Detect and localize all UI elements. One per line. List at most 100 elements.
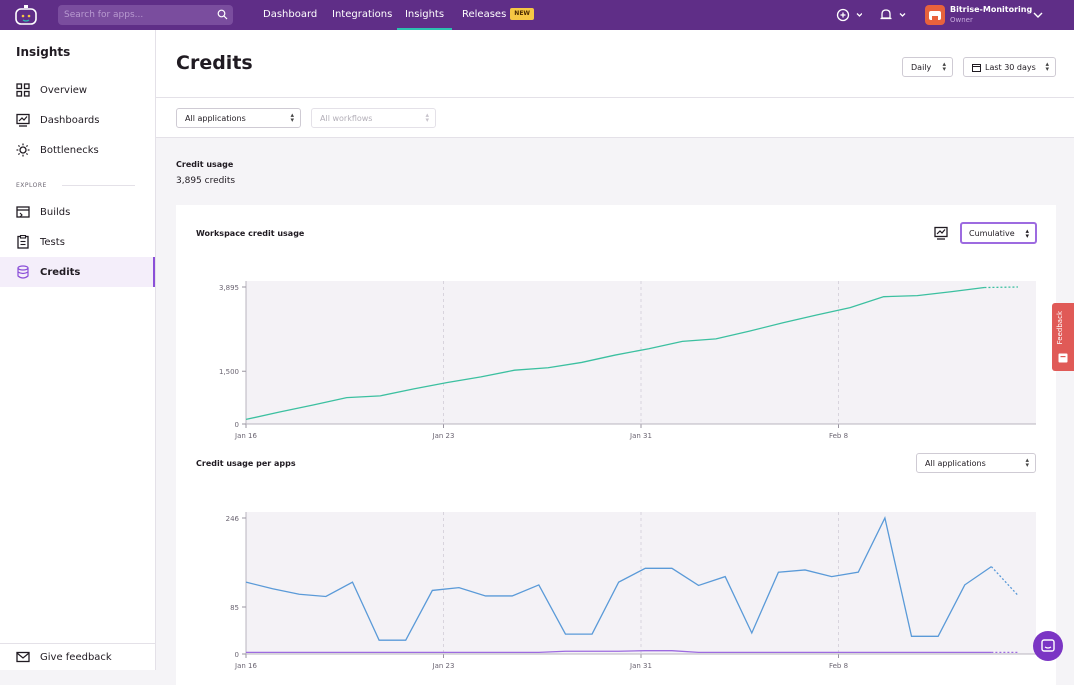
explore-heading: EXPLORE (16, 182, 47, 189)
x-tick-label: Feb 8 (829, 662, 848, 670)
sidebar-item-label: Overview (40, 84, 88, 96)
chart-icon (16, 113, 30, 127)
avatar (925, 5, 945, 25)
account-name: Bitrise-Monitoring (950, 5, 1033, 14)
app-filter-select[interactable]: All applications ▴ ▾ (176, 108, 301, 128)
sidebar: Insights Overview Dashboards Bottlenecks… (0, 30, 156, 670)
feedback-tab-label: Feedback (1056, 311, 1064, 345)
feedback-icon (1058, 353, 1068, 363)
series-line (245, 286, 985, 421)
y-tick-label: 246 (226, 515, 240, 523)
account-switcher[interactable]: Bitrise-Monitoring Owner (925, 5, 1032, 25)
sidebar-item-label: Tests (40, 236, 65, 248)
sidebar-item-label: Dashboards (40, 114, 100, 126)
plot-area (246, 512, 1036, 654)
account-role: Owner (950, 16, 973, 24)
y-tick-label: 0 (235, 421, 239, 429)
give-feedback-link[interactable]: Give feedback (0, 644, 155, 670)
top-bar: Search for apps... Dashboard Integration… (0, 0, 1074, 30)
sidebar-title: Insights (16, 45, 71, 59)
nav-integrations[interactable]: Integrations (332, 9, 393, 20)
per-apps-credit-chart: Jan 16 Jan 23 Jan 31 Feb 8 246 85 0 (226, 512, 1036, 670)
sidebar-item-label: Builds (40, 206, 71, 218)
tests-icon (17, 235, 29, 249)
chat-icon (1041, 639, 1055, 652)
add-icon[interactable] (836, 8, 862, 22)
chevron-updown-icon: ▴ ▾ (1025, 456, 1029, 469)
sidebar-item-builds[interactable]: Builds (0, 197, 155, 227)
sidebar-item-bottlenecks[interactable]: Bottlenecks (0, 135, 155, 165)
series-projection (984, 286, 1019, 289)
y-tick-label: 1,500 (219, 368, 239, 376)
chevron-updown-icon: ▴ ▾ (1025, 227, 1029, 240)
interval-value: Daily (911, 62, 932, 72)
credit-usage-label: Credit usage (176, 160, 234, 169)
x-tick-label: Feb 8 (829, 432, 848, 440)
stack-icon (17, 265, 29, 279)
page-header: Credits Daily ▴ ▾ Last 30 days ▴ ▾ (156, 30, 1074, 98)
main-content: Credits Daily ▴ ▾ Last 30 days ▴ ▾ All app… (156, 30, 1074, 685)
divider (0, 643, 155, 644)
new-badge: NEW (510, 8, 535, 20)
filter-bar: All applications ▴ ▾ All workflows ▴ ▾ (156, 98, 1074, 138)
x-tick-label: Jan 16 (234, 432, 257, 440)
series-projection (990, 566, 1019, 596)
chat-button[interactable] (1033, 631, 1063, 661)
chart-type-icon[interactable] (934, 226, 948, 240)
sidebar-item-label: Bottlenecks (40, 144, 99, 156)
sun-icon (16, 143, 30, 157)
chevron-down-icon[interactable] (1033, 11, 1043, 19)
x-tick-label: Jan 31 (629, 662, 652, 670)
calendar-icon (972, 64, 981, 72)
workflow-filter-value: All workflows (320, 113, 373, 123)
workspace-credit-chart: Jan 16 Jan 23 Jan 31 Feb 8 3,895 1,500 0 (219, 281, 1036, 440)
chevron-updown-icon: ▴ ▾ (1045, 60, 1049, 73)
give-feedback-label: Give feedback (40, 651, 112, 663)
x-tick-label: Jan 23 (432, 662, 455, 670)
series-line (245, 516, 992, 641)
per-apps-filter-value: All applications (925, 458, 986, 468)
bitrise-logo[interactable] (15, 5, 37, 25)
feedback-tab[interactable]: Feedback (1052, 303, 1074, 371)
chevron-updown-icon: ▴ ▾ (942, 60, 946, 73)
app-filter-value: All applications (185, 113, 246, 123)
interval-select[interactable]: Daily ▴ ▾ (902, 57, 953, 77)
search-input[interactable]: Search for apps... (58, 5, 233, 25)
per-apps-filter-select[interactable]: All applications ▴ ▾ (916, 453, 1036, 473)
sidebar-item-label: Credits (40, 266, 81, 278)
series-line (246, 650, 992, 653)
y-tick-label: 0 (235, 651, 239, 659)
search-placeholder: Search for apps... (64, 10, 144, 20)
workflow-filter-select: All workflows ▴ ▾ (311, 108, 436, 128)
sidebar-item-overview[interactable]: Overview (0, 75, 155, 105)
divider (62, 185, 135, 186)
x-tick-label: Jan 23 (432, 432, 455, 440)
sidebar-item-tests[interactable]: Tests (0, 227, 155, 257)
y-tick-label: 85 (230, 604, 239, 612)
chevron-updown-icon: ▴ ▾ (425, 111, 429, 124)
nav-insights[interactable]: Insights (397, 0, 452, 30)
cumulative-select[interactable]: Cumulative ▴ ▾ (960, 222, 1037, 244)
sidebar-item-dashboards[interactable]: Dashboards (0, 105, 155, 135)
charts-card: Workspace credit usage Cumulative ▴ ▾ Jan… (176, 205, 1056, 685)
search-icon (217, 9, 228, 20)
x-tick-label: Jan 16 (234, 662, 257, 670)
plot-area (246, 281, 1036, 424)
credit-usage-value: 3,895 credits (176, 176, 236, 186)
nav-dashboard[interactable]: Dashboard (263, 9, 318, 20)
builds-icon (16, 206, 30, 218)
mail-icon (16, 651, 30, 663)
chart-title-workspace: Workspace credit usage (196, 229, 305, 238)
date-range-value: Last 30 days (985, 62, 1036, 72)
date-range-select[interactable]: Last 30 days ▴ ▾ (963, 57, 1056, 77)
chevron-updown-icon: ▴ ▾ (290, 111, 294, 124)
x-tick-label: Jan 31 (629, 432, 652, 440)
bell-icon[interactable] (879, 8, 909, 22)
grid-icon (16, 83, 30, 97)
page-title: Credits (176, 52, 253, 74)
y-tick-label: 3,895 (219, 284, 239, 292)
nav-releases-label: Releases (462, 9, 507, 20)
sidebar-item-credits[interactable]: Credits (0, 257, 155, 287)
nav-releases[interactable]: Releases NEW (462, 0, 535, 30)
chart-title-per-apps: Credit usage per apps (196, 459, 296, 468)
